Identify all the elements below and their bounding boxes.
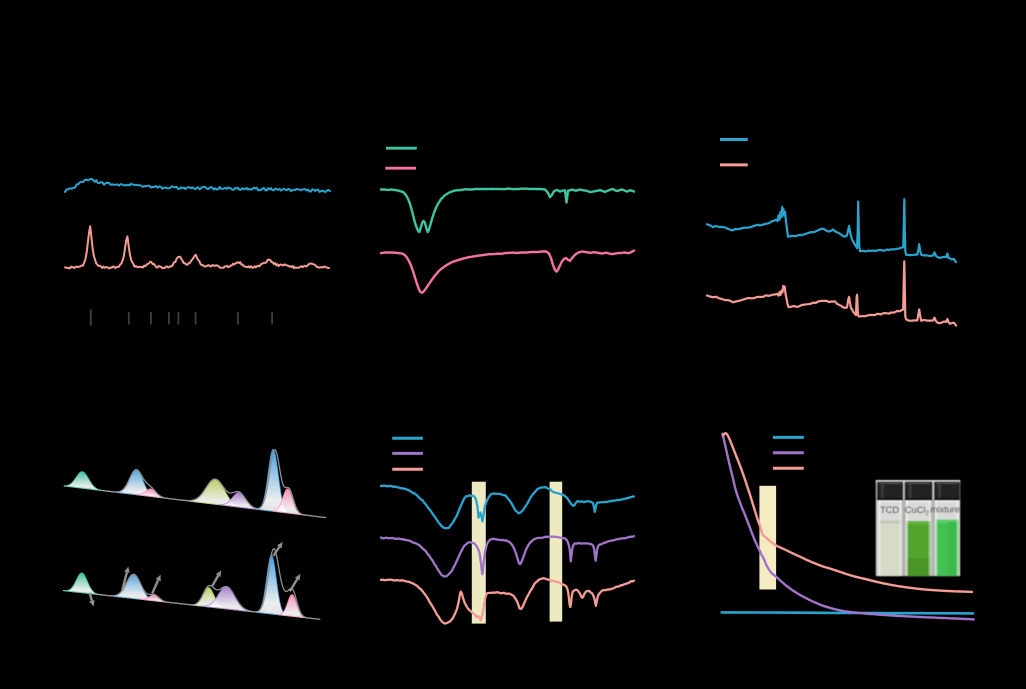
svg-text:TCD: TCD: [880, 505, 899, 515]
svg-text:CuCl2: CuCl2: [905, 505, 930, 517]
svg-text:mixture: mixture: [930, 504, 960, 514]
